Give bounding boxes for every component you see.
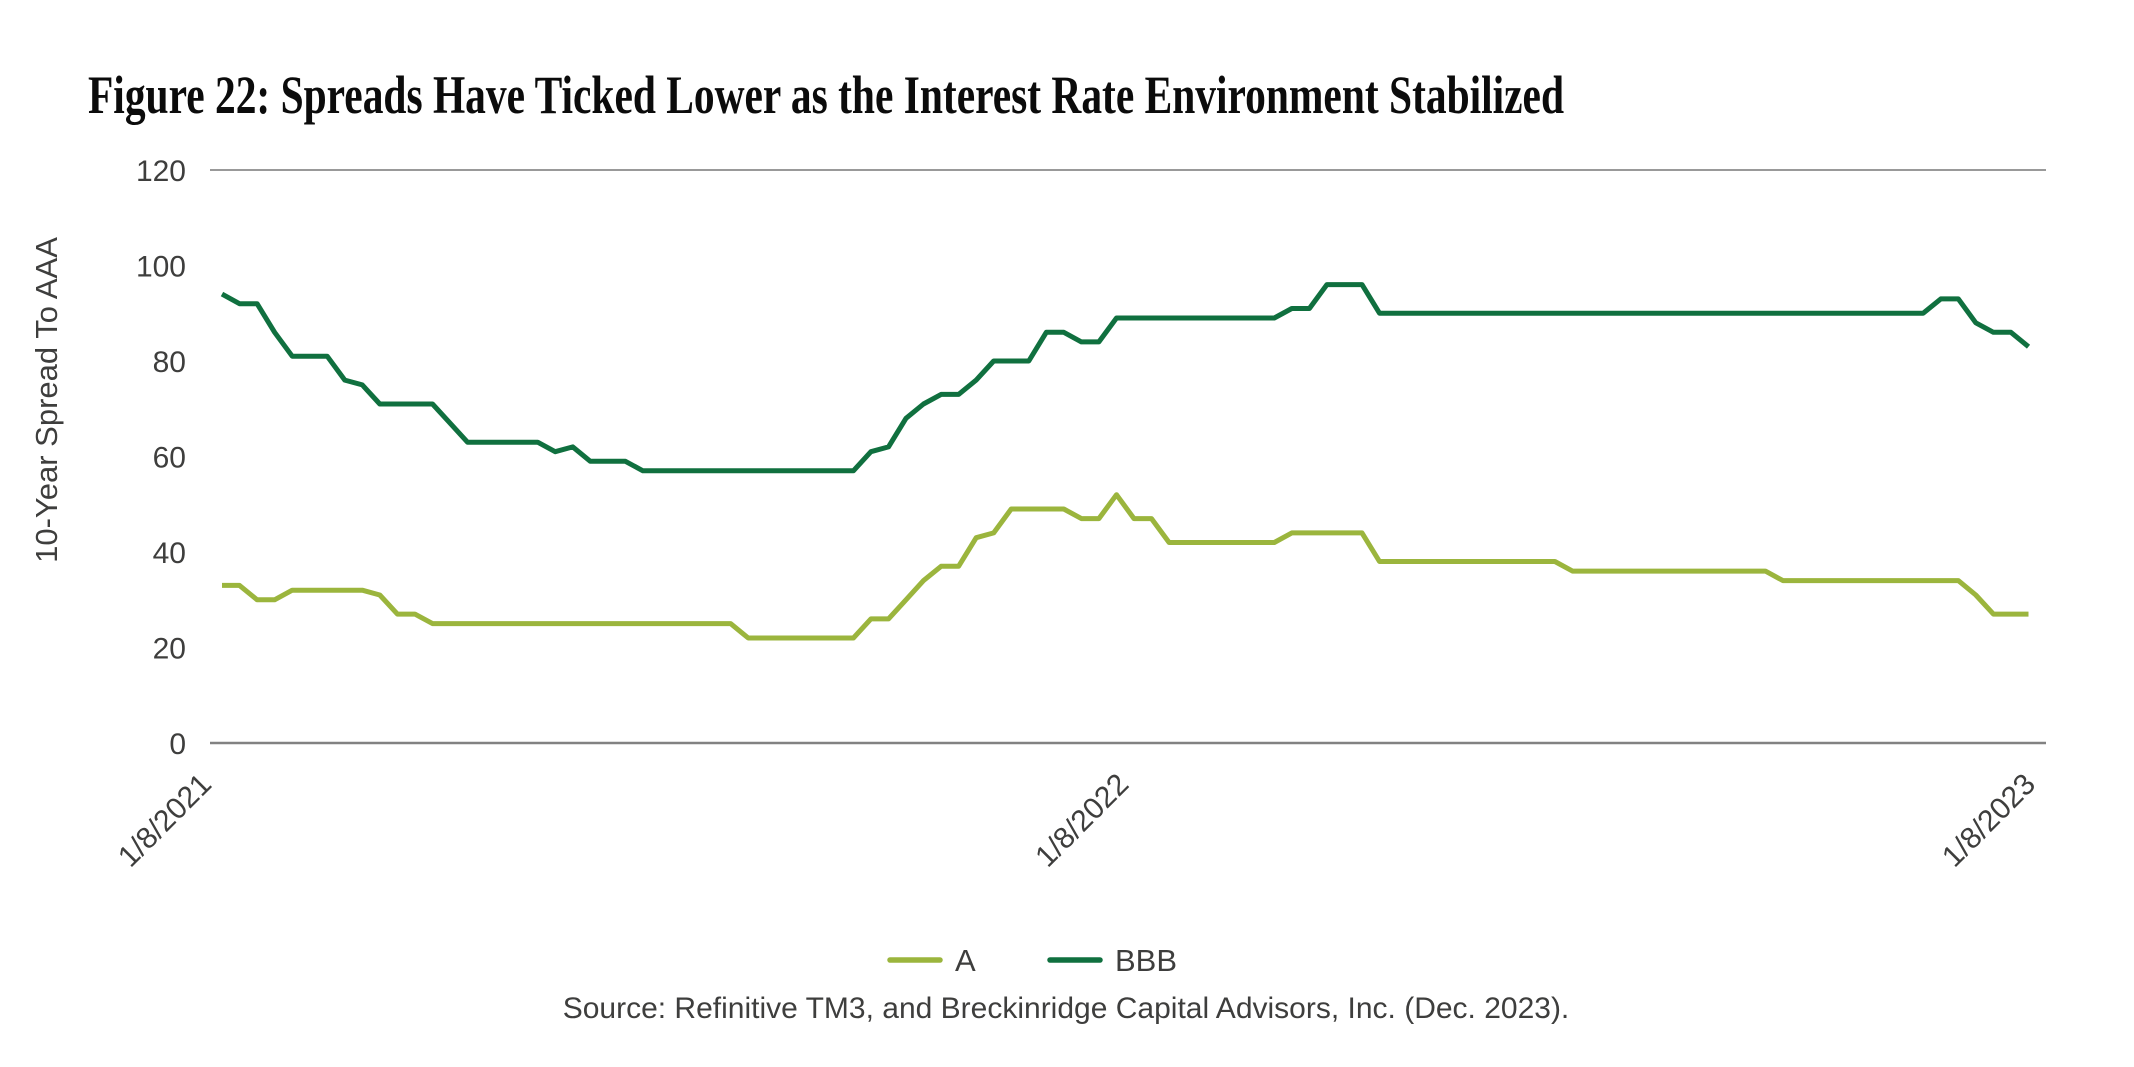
y-tick-label-0: 0	[169, 728, 186, 761]
line-BBB	[220, 282, 2031, 474]
y-tick-label-100: 100	[136, 251, 186, 284]
y-axis-title: 10-Year Spread To AAA	[29, 237, 64, 563]
y-tick-label-40: 40	[153, 537, 186, 570]
x-tick-label-1: 1/8/2022	[1029, 768, 1135, 874]
x-axis-tick-labels: 1/8/2021 1/8/2022 1/8/2023	[112, 768, 2042, 874]
y-tick-label-60: 60	[153, 442, 186, 475]
legend: A BBB	[887, 943, 1177, 978]
x-tick-label-0: 1/8/2021	[112, 768, 218, 874]
series-lines	[220, 282, 2031, 641]
figure-title: Figure 22: Spreads Have Ticked Lower as …	[88, 65, 1564, 125]
y-tick-label-120: 120	[136, 155, 186, 188]
legend-label-BBB: BBB	[1115, 943, 1177, 978]
x-tick-label-2: 1/8/2023	[1936, 768, 2042, 874]
y-axis-tick-labels: 120 100 80 60 40 20 0	[136, 155, 186, 761]
line-A	[222, 492, 2029, 641]
source-note: Source: Refinitive TM3, and Breckinridge…	[563, 992, 1570, 1025]
y-tick-label-20: 20	[153, 633, 186, 666]
legend-label-A: A	[955, 943, 976, 978]
y-tick-label-80: 80	[153, 346, 186, 379]
